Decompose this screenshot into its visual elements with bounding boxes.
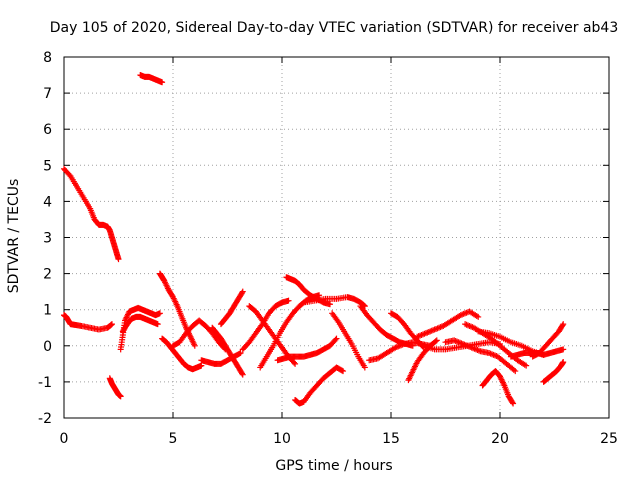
- x-tick-label: 20: [491, 431, 509, 447]
- y-tick-label: 3: [43, 231, 52, 247]
- data-point: [512, 368, 519, 375]
- data-point: [117, 393, 124, 400]
- data-series: [292, 364, 347, 407]
- data-point: [509, 399, 516, 406]
- axis-ticks: 0 5 10 15 20 25 -2 -1 0 1 2 3 4 5 6 7 8: [38, 50, 618, 447]
- data-point: [239, 288, 246, 295]
- chart-title: Day 105 of 2020, Sidereal Day-to-day VTE…: [50, 20, 619, 36]
- data-series: [106, 375, 124, 400]
- data-series: [414, 308, 482, 340]
- data-point: [333, 335, 340, 342]
- data-series: [209, 324, 246, 378]
- data-series: [119, 313, 161, 335]
- data-series: [217, 288, 246, 328]
- data-point: [559, 322, 566, 329]
- data-point: [66, 171, 73, 178]
- data-point: [198, 362, 205, 369]
- data-series: [61, 312, 115, 333]
- x-axis-label: GPS time / hours: [275, 458, 392, 474]
- data-series: [156, 270, 198, 349]
- data-point: [285, 297, 292, 304]
- data-series: [137, 72, 166, 86]
- data-point: [560, 359, 567, 366]
- data-point: [475, 313, 482, 320]
- y-tick-label: 6: [43, 122, 52, 138]
- y-tick-label: 8: [43, 50, 52, 66]
- grid-lines: [64, 57, 609, 418]
- data-point: [115, 256, 122, 263]
- data-series: [529, 321, 567, 360]
- data-series: [479, 368, 517, 407]
- y-tick-label: 4: [43, 194, 52, 210]
- data-series: [274, 335, 340, 364]
- data-point: [239, 370, 246, 377]
- data-series: [329, 310, 368, 371]
- x-tick-label: 25: [600, 431, 618, 447]
- data-point: [292, 360, 299, 367]
- x-tick-label: 10: [273, 431, 291, 447]
- data-point: [560, 321, 567, 328]
- y-tick-label: 1: [43, 303, 52, 319]
- data-point: [433, 337, 440, 344]
- data-point: [523, 362, 530, 369]
- data-point: [108, 321, 115, 328]
- data-point: [332, 336, 339, 343]
- y-tick-label: 2: [43, 267, 52, 283]
- data-point: [159, 79, 166, 86]
- data-point: [432, 338, 439, 345]
- data-point: [239, 371, 246, 378]
- y-tick-label: -1: [38, 375, 52, 391]
- data-series: [246, 303, 299, 367]
- data-series: [442, 337, 519, 375]
- data-point: [361, 364, 368, 371]
- data-point: [237, 350, 244, 357]
- data-point: [326, 301, 333, 308]
- data-series: [540, 359, 567, 385]
- data-point: [108, 321, 115, 328]
- data-series: [159, 335, 205, 373]
- data-point: [510, 400, 517, 407]
- x-tick-label: 5: [169, 431, 178, 447]
- x-tick-label: 0: [60, 431, 69, 447]
- data-point: [154, 321, 161, 328]
- data-point: [340, 368, 347, 375]
- y-tick-label: 5: [43, 158, 52, 174]
- x-tick-label: 15: [382, 431, 400, 447]
- data-point: [338, 367, 345, 374]
- data-point: [191, 342, 198, 349]
- y-tick-label: -2: [38, 411, 52, 427]
- y-tick-label: 0: [43, 339, 52, 355]
- data-point: [290, 359, 297, 366]
- data-points: [61, 72, 567, 407]
- y-axis-label: SDTVAR / TECUs: [6, 179, 22, 294]
- data-point: [236, 350, 243, 357]
- data-point: [560, 346, 567, 353]
- data-series: [61, 165, 122, 263]
- data-point: [239, 289, 246, 296]
- data-point: [156, 310, 163, 317]
- y-tick-label: 7: [43, 86, 52, 102]
